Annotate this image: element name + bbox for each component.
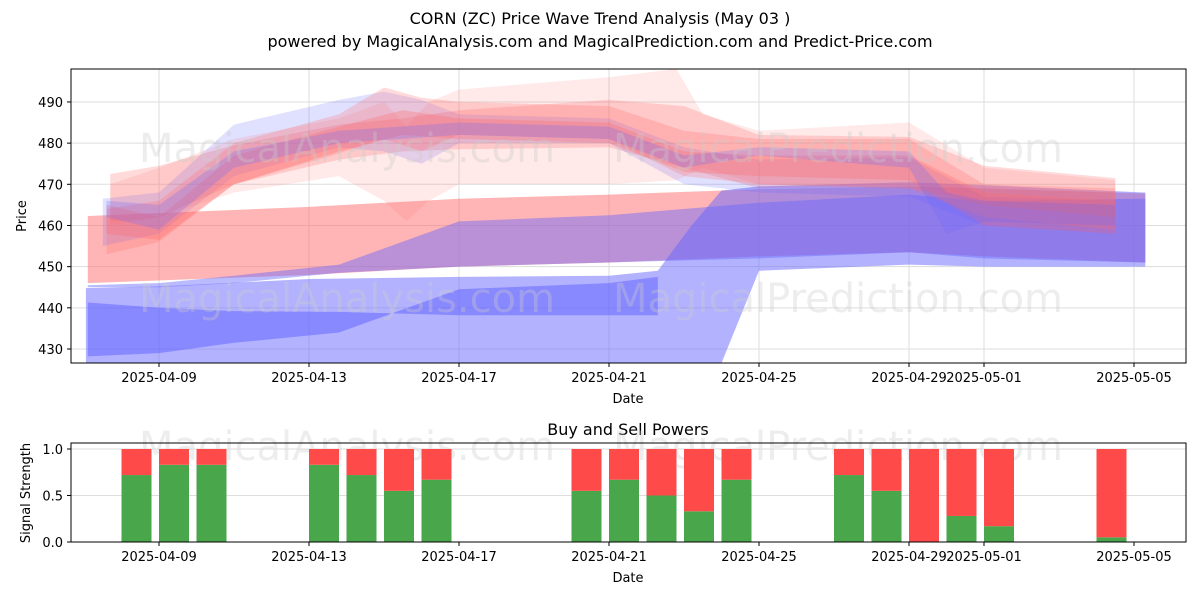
sell-bar [646, 449, 677, 496]
signal-panel-title: Buy and Sell Powers [547, 420, 709, 439]
price-bands [85, 69, 1146, 363]
signal-axes-frame [70, 442, 1187, 543]
sell-bar [159, 449, 189, 465]
price-y-tick-label: 440 [38, 302, 63, 317]
signal-x-tick-label: 2025-05-05 [1096, 550, 1172, 565]
price-panel: MagicalAnalysis.com MagicalPrediction.co… [15, 68, 1187, 407]
wave-band-1 [110, 99, 1116, 222]
buy-bar [384, 490, 414, 542]
sell-bar [909, 449, 939, 542]
sell-bar [609, 449, 639, 480]
sell-bar [834, 449, 864, 476]
wave-band-6 [106, 122, 1116, 234]
sell-bar [721, 449, 752, 480]
signal-x-tick-label: 2025-04-13 [271, 550, 347, 565]
buy-bar [684, 511, 714, 542]
watermark-prediction-mid: MagicalPrediction.com [613, 276, 1063, 322]
signal-x-tick-label: 2025-04-29 [871, 550, 947, 565]
price-y-tick-label: 450 [38, 261, 63, 276]
price-y-tick-label: 460 [38, 219, 63, 234]
price-x-tick-label: 2025-04-17 [421, 371, 497, 386]
price-x-tick-label: 2025-05-01 [946, 371, 1022, 386]
signal-y-tick-label: 1.0 [42, 443, 63, 458]
signal-x-axis-label: Date [612, 571, 643, 586]
price-x-tick-label: 2025-04-25 [721, 371, 797, 386]
signal-x-tick-label: 2025-04-21 [571, 550, 647, 565]
wave-band-2 [102, 91, 1116, 247]
sell-bar [946, 449, 977, 516]
signal-y-tick-label: 0.5 [42, 490, 63, 505]
wave-band-5 [110, 69, 1116, 226]
signal-x-tick-label: 2025-05-01 [946, 550, 1022, 565]
price-x-tick-label: 2025-05-05 [1096, 371, 1172, 386]
blue-deep-band [87, 276, 658, 357]
wave-band-4 [106, 110, 1116, 240]
buy-bar [946, 515, 977, 542]
price-y-tick-label: 470 [38, 178, 63, 193]
sell-bar [196, 449, 227, 465]
buy-bar [159, 464, 189, 542]
buy-bar [1096, 537, 1127, 542]
buy-bar [871, 490, 902, 542]
price-y-tick-label: 430 [38, 343, 63, 358]
buy-bar [309, 464, 339, 542]
price-x-axis-label: Date [612, 392, 643, 407]
signal-x-tick-label: 2025-04-25 [721, 550, 797, 565]
buy-bar [721, 479, 752, 542]
signal-x-tick-label: 2025-04-17 [421, 550, 497, 565]
watermark-prediction-top: MagicalPrediction.com [613, 126, 1063, 172]
chart-title: CORN (ZC) Price Wave Trend Analysis (May… [409, 9, 791, 28]
buy-bar [609, 479, 639, 542]
signal-x-ticks: 2025-04-09 2025-04-13 2025-04-17 2025-04-21… [121, 542, 1172, 565]
watermark-analysis-mid: MagicalAnalysis.com [139, 276, 555, 322]
buy-bar [571, 490, 602, 542]
price-y-tick-label: 480 [38, 137, 63, 152]
sell-bar [384, 449, 414, 491]
sell-bar [571, 449, 602, 491]
price-y-axis-label: Price [15, 200, 30, 232]
chart-subtitle: powered by MagicalAnalysis.com and Magic… [267, 32, 933, 51]
sell-bar [684, 449, 714, 512]
buy-bar [196, 464, 227, 542]
buy-bar [421, 479, 452, 542]
signal-y-ticks: 0.0 0.5 1.0 [42, 443, 71, 551]
price-x-tick-label: 2025-04-13 [271, 371, 347, 386]
signal-y-axis-label: Signal Strength [19, 443, 34, 543]
price-x-tick-label: 2025-04-29 [871, 371, 947, 386]
watermark-analysis-top: MagicalAnalysis.com [139, 126, 555, 172]
signal-x-tick-label: 2025-04-09 [121, 550, 197, 565]
price-y-ticks: 430 440 450 460 470 480 490 [38, 96, 71, 358]
wave-band-3 [106, 87, 1116, 255]
signal-bars [121, 449, 1127, 542]
buy-bar [121, 475, 152, 542]
sell-bar [346, 449, 377, 476]
signal-panel: Buy and Sell Powers MagicalAnalysis.com … [19, 420, 1187, 586]
buy-bar [646, 495, 677, 542]
price-x-tick-label: 2025-04-09 [121, 371, 197, 386]
sell-bar [421, 449, 452, 480]
sell-bar [121, 449, 152, 476]
buy-bar [834, 475, 864, 542]
sell-bar [1096, 449, 1127, 538]
buy-bar [346, 475, 377, 542]
price-x-tick-label: 2025-04-21 [571, 371, 647, 386]
price-axes-frame [70, 68, 1187, 364]
signal-y-tick-label: 0.0 [42, 536, 63, 551]
price-y-tick-label: 490 [38, 96, 63, 111]
sell-bar [984, 449, 1014, 527]
sell-bar [309, 449, 339, 465]
sell-bar [871, 449, 902, 491]
buy-bar [984, 526, 1014, 542]
price-x-ticks: 2025-04-09 2025-04-13 2025-04-17 2025-04-21… [121, 363, 1172, 386]
